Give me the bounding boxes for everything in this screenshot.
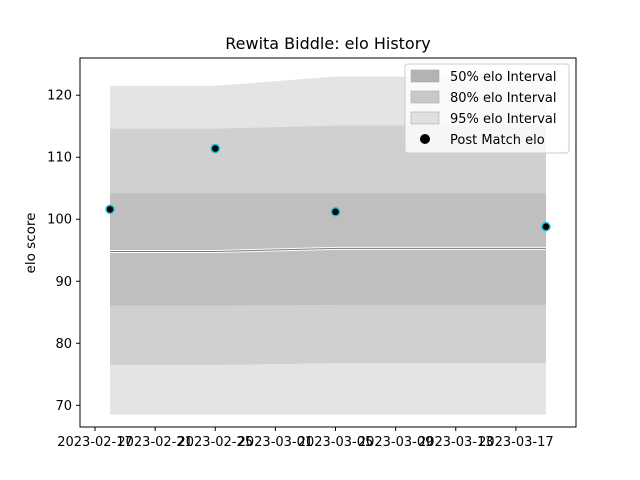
y-tick-label: 70 bbox=[55, 399, 72, 414]
legend-swatch bbox=[410, 111, 440, 125]
x-tick-label: 2023-02-25 bbox=[177, 435, 253, 450]
y-tick-label: 100 bbox=[47, 213, 72, 228]
y-tick-label: 120 bbox=[47, 89, 72, 104]
x-tick-label: 2023-03-09 bbox=[358, 435, 434, 450]
post-match-point bbox=[210, 143, 221, 154]
legend-marker bbox=[420, 134, 430, 144]
chart-title: Rewita Biddle: elo History bbox=[225, 34, 431, 53]
x-tick-label: 2023-03-17 bbox=[478, 435, 554, 450]
legend-box bbox=[404, 63, 570, 154]
y-axis-label: elo score bbox=[23, 213, 39, 274]
x-tick-label: 2023-02-21 bbox=[117, 435, 193, 450]
post-match-point bbox=[541, 221, 551, 232]
y-tick-label: 110 bbox=[47, 151, 72, 166]
axes-frame bbox=[79, 57, 577, 428]
plot-area: 7080901001101202023-02-172023-02-212023-… bbox=[47, 57, 577, 450]
x-tick-label: 2023-03-01 bbox=[238, 435, 314, 450]
mean-line bbox=[110, 247, 546, 252]
x-tick-label: 2023-02-17 bbox=[57, 435, 133, 450]
x-tick-label: 2023-03-13 bbox=[418, 435, 494, 450]
y-tick-label: 90 bbox=[55, 275, 72, 290]
legend-label: Post Match elo bbox=[450, 133, 545, 148]
x-tick-label: 2023-03-05 bbox=[298, 435, 374, 450]
post-match-point bbox=[105, 204, 115, 215]
post-match-point bbox=[330, 207, 341, 217]
legend-swatch bbox=[410, 69, 440, 83]
legend-label: 95% elo Interval bbox=[450, 112, 557, 127]
legend-label: 80% elo Interval bbox=[450, 91, 557, 106]
legend-label: 50% elo Interval bbox=[450, 70, 557, 85]
legend-swatch bbox=[410, 90, 440, 104]
y-tick-label: 80 bbox=[55, 337, 72, 352]
